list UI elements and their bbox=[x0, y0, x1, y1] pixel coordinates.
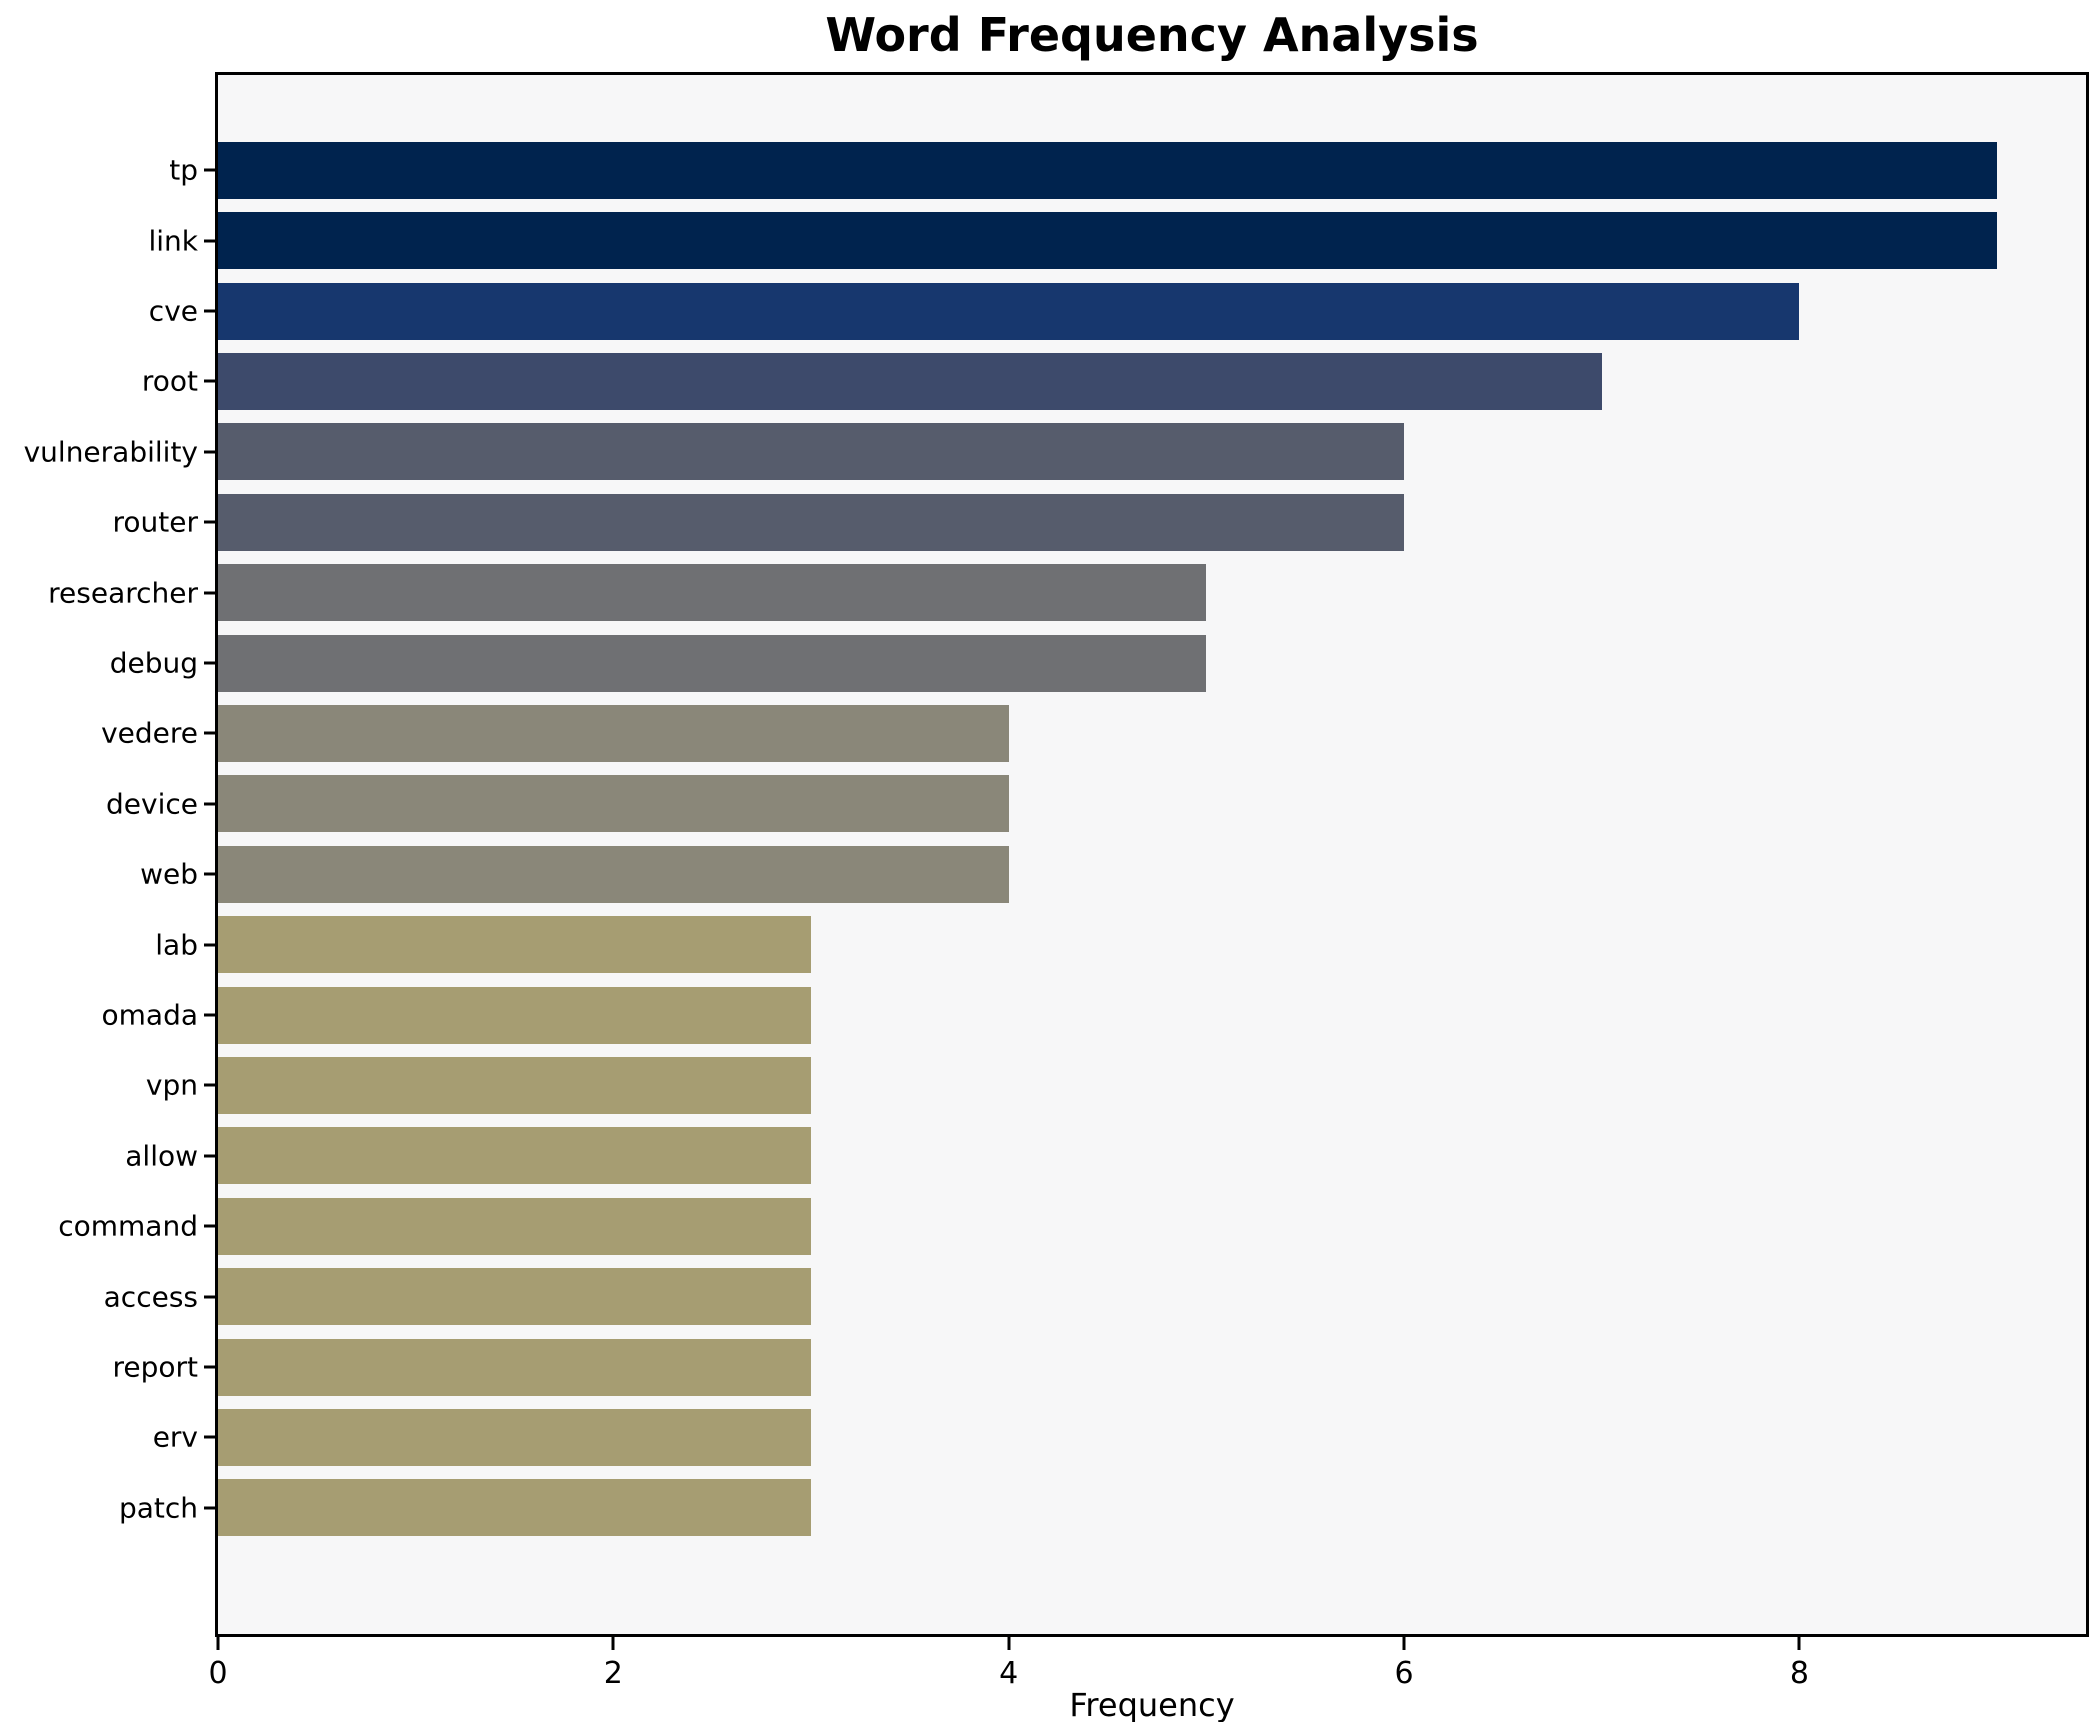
bar-report bbox=[218, 1338, 812, 1396]
y-tick-label-debug: debug bbox=[109, 646, 198, 680]
y-tick-label-web: web bbox=[140, 857, 198, 891]
x-tick-mark bbox=[1402, 1637, 1406, 1650]
bar-access bbox=[218, 1268, 812, 1326]
y-tick-label-access: access bbox=[103, 1280, 198, 1314]
plot-area bbox=[215, 72, 2089, 1637]
bar-router bbox=[218, 493, 1404, 551]
y-tick-mark bbox=[204, 1224, 215, 1228]
bar-debug bbox=[218, 634, 1207, 692]
bar-root bbox=[218, 352, 1602, 410]
y-tick-mark bbox=[204, 1365, 215, 1369]
x-tick-mark bbox=[1007, 1637, 1011, 1650]
bar-vulnerability bbox=[218, 423, 1404, 481]
y-tick-mark bbox=[204, 1083, 215, 1087]
bar-cve bbox=[218, 282, 1800, 340]
x-tick-label-2: 2 bbox=[603, 1656, 623, 1691]
bar-patch bbox=[218, 1479, 812, 1537]
y-tick-label-vpn: vpn bbox=[145, 1068, 198, 1102]
x-axis-label: Frequency bbox=[1069, 1686, 1235, 1722]
y-tick-label-patch: patch bbox=[118, 1491, 198, 1525]
x-tick-label-4: 4 bbox=[999, 1656, 1019, 1691]
y-tick-mark bbox=[204, 943, 215, 947]
y-tick-mark bbox=[204, 661, 215, 665]
y-tick-mark bbox=[204, 1435, 215, 1439]
y-tick-mark bbox=[204, 1506, 215, 1510]
y-tick-mark bbox=[204, 1154, 215, 1158]
y-tick-mark bbox=[204, 309, 215, 313]
x-tick-mark bbox=[216, 1637, 220, 1650]
bar-vedere bbox=[218, 704, 1009, 762]
bar-device bbox=[218, 775, 1009, 833]
bar-researcher bbox=[218, 564, 1207, 622]
y-tick-mark bbox=[204, 379, 215, 383]
y-tick-mark bbox=[204, 872, 215, 876]
bar-erv bbox=[218, 1408, 812, 1466]
x-tick-label-6: 6 bbox=[1394, 1656, 1414, 1691]
y-tick-label-link: link bbox=[148, 224, 198, 258]
y-tick-label-erv: erv bbox=[152, 1420, 198, 1454]
bar-command bbox=[218, 1197, 812, 1255]
x-tick-mark bbox=[611, 1637, 615, 1650]
bar-link bbox=[218, 212, 1998, 270]
y-tick-label-lab: lab bbox=[155, 928, 198, 962]
y-tick-label-omada: omada bbox=[101, 998, 199, 1032]
bar-allow bbox=[218, 1127, 812, 1185]
y-tick-mark bbox=[204, 802, 215, 806]
y-tick-mark bbox=[204, 731, 215, 735]
y-tick-mark bbox=[204, 520, 215, 524]
y-tick-mark bbox=[204, 450, 215, 454]
bar-lab bbox=[218, 916, 812, 974]
bar-tp bbox=[218, 141, 1998, 199]
chart-title: Word Frequency Analysis bbox=[825, 8, 1479, 62]
y-tick-label-router: router bbox=[112, 505, 199, 539]
y-tick-label-tp: tp bbox=[169, 153, 198, 187]
y-tick-label-cve: cve bbox=[148, 294, 198, 328]
x-tick-label-0: 0 bbox=[208, 1656, 228, 1691]
bar-omada bbox=[218, 986, 812, 1044]
bar-web bbox=[218, 845, 1009, 903]
y-tick-label-device: device bbox=[106, 787, 198, 821]
bar-vpn bbox=[218, 1056, 812, 1114]
x-tick-label-8: 8 bbox=[1789, 1656, 1809, 1691]
y-tick-label-report: report bbox=[112, 1350, 198, 1384]
y-tick-label-allow: allow bbox=[125, 1139, 198, 1173]
y-tick-mark bbox=[204, 591, 215, 595]
y-tick-label-researcher: researcher bbox=[48, 576, 198, 610]
y-tick-mark bbox=[204, 239, 215, 243]
y-tick-mark bbox=[204, 168, 215, 172]
y-tick-mark bbox=[204, 1295, 215, 1299]
y-tick-label-vedere: vedere bbox=[101, 716, 198, 750]
y-tick-label-vulnerability: vulnerability bbox=[23, 435, 198, 469]
y-tick-label-command: command bbox=[58, 1209, 198, 1243]
y-tick-label-root: root bbox=[141, 364, 198, 398]
y-tick-mark bbox=[204, 1013, 215, 1017]
x-tick-mark bbox=[1797, 1637, 1801, 1650]
